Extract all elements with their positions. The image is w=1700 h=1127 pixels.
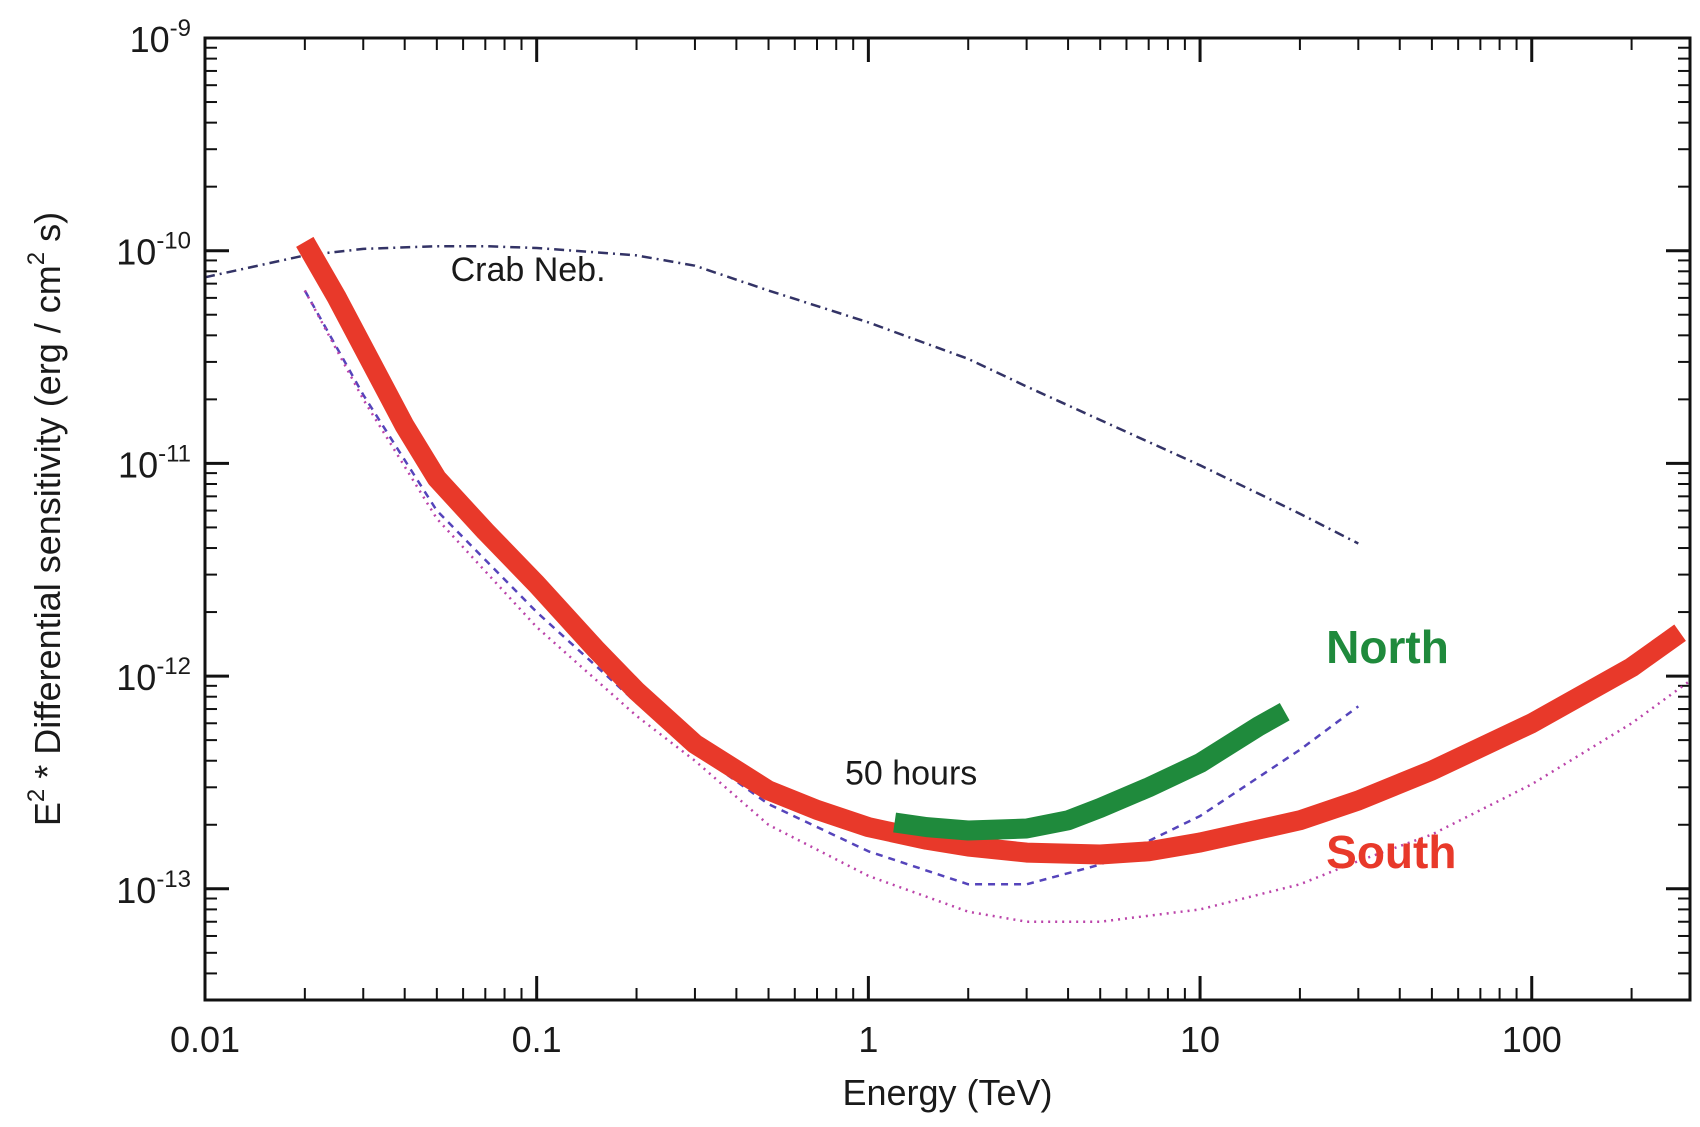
annotation-label: 50 hours [845, 754, 977, 792]
series-label-north: North [1326, 621, 1449, 673]
series-crab-line [204, 244, 1359, 545]
y-tick-label: 10-12 [116, 653, 191, 698]
x-tick-label: 0.01 [170, 1019, 240, 1060]
x-tick-label: 10 [1180, 1019, 1220, 1060]
series-labels: North South [1326, 621, 1456, 878]
y-tick-labels: 10-13 10-12 10-11 10-10 10-9 [116, 15, 191, 911]
series-layer [204, 236, 1691, 923]
y-tick-label: 10-9 [130, 15, 191, 60]
series-label-south: South [1326, 826, 1456, 878]
x-tick-label: 0.1 [512, 1019, 562, 1060]
minor-ticks [205, 38, 1691, 1001]
series-south-line [296, 236, 1686, 865]
x-tick-label: 1 [858, 1019, 878, 1060]
x-tick-label: 100 [1502, 1019, 1562, 1060]
plot-frame [203, 36, 1692, 1002]
x-axis-title: Energy (TeV) [842, 1072, 1052, 1113]
major-ticks [203, 36, 1690, 1000]
series-south-dotted-line [303, 289, 1691, 923]
y-tick-label: 10-10 [116, 228, 191, 273]
x-tick-labels: 0.01 0.1 1 10 100 [170, 1019, 1562, 1060]
series-south-dashed-line [303, 289, 1360, 886]
annotations: Crab Neb. 50 hours [451, 251, 978, 792]
series-north-line [893, 702, 1290, 841]
y-tick-label: 10-11 [118, 440, 191, 485]
y-tick-label: 10-13 [116, 866, 191, 911]
y-axis-title: E2 * Differential sensitivity (erg / cm2… [23, 212, 68, 826]
annotation-label: Crab Neb. [451, 251, 606, 289]
